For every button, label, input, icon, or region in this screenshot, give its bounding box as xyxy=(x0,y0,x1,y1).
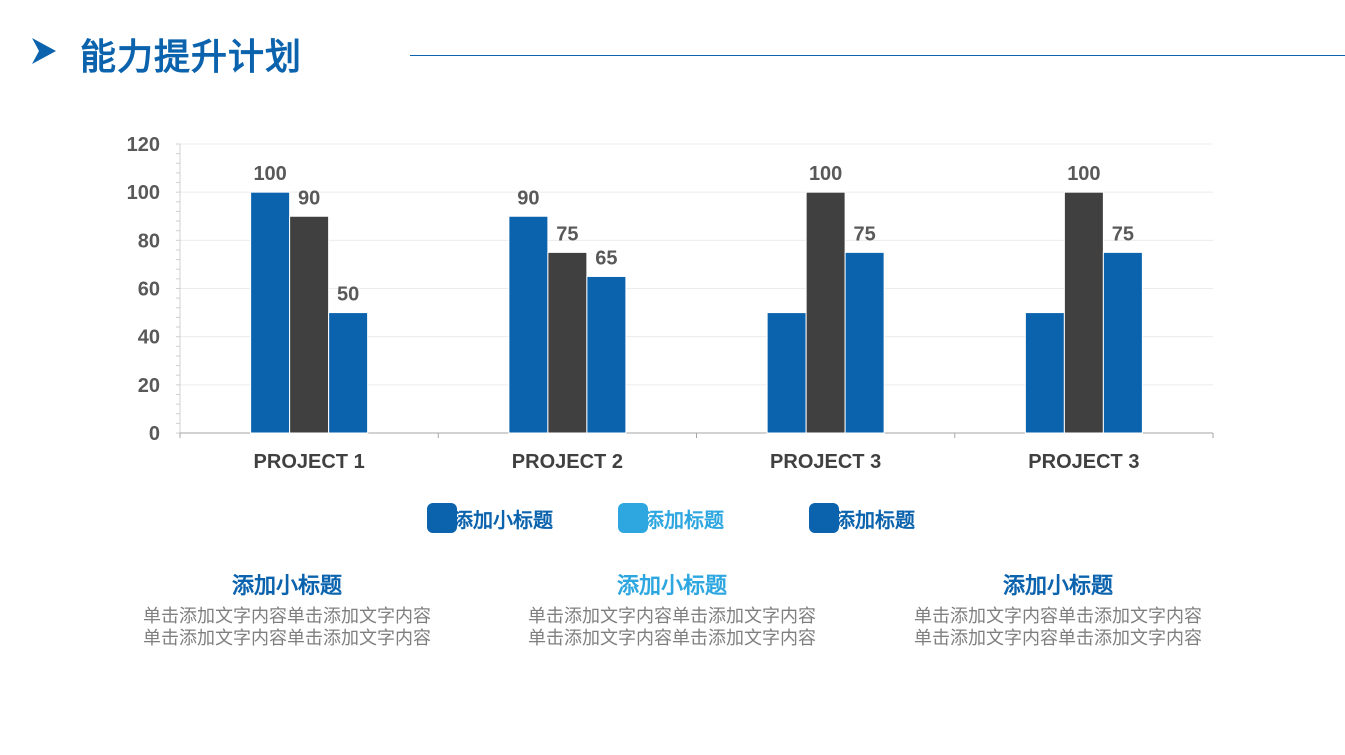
y-tick-label: 80 xyxy=(138,230,160,252)
x-tick-label: PROJECT 3 xyxy=(770,451,881,473)
y-tick-label: 20 xyxy=(138,375,160,397)
bar-chart: 0 20 40 60 80 100 120 100 90 50 PROJECT 1 90 75 65 PRO… xyxy=(127,134,1214,473)
data-label: 50 xyxy=(337,284,359,306)
info-block-2: 添加小标题 单击添加文字内容单击添加文字内容 单击添加文字内容单击添加文字内容 xyxy=(512,568,832,650)
info-line-2b: 单击添加文字内容单击添加文字内容 xyxy=(528,628,816,649)
page-title: 能力提升计划 xyxy=(80,37,303,78)
bar xyxy=(1063,191,1104,434)
info-block-3: 添加小标题 单击添加文字内容单击添加文字内容 单击添加文字内容单击添加文字内容 xyxy=(898,568,1218,650)
bar xyxy=(547,251,588,434)
legend-swatch-1 xyxy=(427,503,457,533)
bar xyxy=(328,312,369,434)
data-label: 90 xyxy=(298,187,320,209)
info-line-2a: 单击添加文字内容单击添加文字内容 xyxy=(528,606,816,627)
y-tick-label: 100 xyxy=(127,182,160,204)
info-block-1: 添加小标题 单击添加文字内容单击添加文字内容 单击添加文字内容单击添加文字内容 xyxy=(127,568,447,650)
data-label: 75 xyxy=(1112,223,1134,245)
info-line-3b: 单击添加文字内容单击添加文字内容 xyxy=(914,628,1202,649)
y-tick-label: 40 xyxy=(138,327,160,349)
legend-swatch-3 xyxy=(809,503,839,533)
bar xyxy=(1102,251,1143,434)
legend-item-2: 添加标题 xyxy=(618,503,724,533)
bar xyxy=(289,215,330,434)
x-tick-label: PROJECT 2 xyxy=(512,451,623,473)
legend-item-1: 添加小标题 xyxy=(427,503,553,533)
chart-legend: 添加小标题 添加标题 添加标题 xyxy=(0,503,1345,535)
x-tick-label: PROJECT 1 xyxy=(254,451,365,473)
data-label: 65 xyxy=(595,247,617,269)
data-label: 100 xyxy=(809,163,842,185)
bar xyxy=(844,251,885,434)
data-label: 100 xyxy=(1067,163,1100,185)
y-tick-label: 120 xyxy=(127,134,160,156)
legend-label-3: 添加标题 xyxy=(835,507,915,532)
bar xyxy=(250,191,291,434)
legend-label-2: 添加标题 xyxy=(644,507,724,532)
data-label: 75 xyxy=(556,223,578,245)
bar xyxy=(586,275,627,434)
bar xyxy=(766,312,807,434)
data-label: 75 xyxy=(854,223,876,245)
y-tick-label: 0 xyxy=(149,423,160,445)
info-title-1: 添加小标题 xyxy=(231,574,342,599)
bar xyxy=(805,191,846,434)
y-tick-label: 60 xyxy=(138,279,160,301)
bar xyxy=(1024,312,1065,434)
data-label: 90 xyxy=(517,187,539,209)
title-divider xyxy=(410,55,1345,56)
arrow-icon xyxy=(32,38,56,64)
data-label: 100 xyxy=(253,163,286,185)
info-title-3: 添加小标题 xyxy=(1002,574,1113,599)
info-line-1b: 单击添加文字内容单击添加文字内容 xyxy=(143,628,431,649)
legend-label-1: 添加小标题 xyxy=(453,507,553,532)
x-tick-label: PROJECT 3 xyxy=(1028,451,1139,473)
legend-swatch-2 xyxy=(618,503,648,533)
info-line-1a: 单击添加文字内容单击添加文字内容 xyxy=(143,606,431,627)
bar xyxy=(508,215,549,434)
info-title-2: 添加小标题 xyxy=(616,574,727,599)
info-line-3a: 单击添加文字内容单击添加文字内容 xyxy=(914,606,1202,627)
legend-item-3: 添加标题 xyxy=(809,503,915,533)
